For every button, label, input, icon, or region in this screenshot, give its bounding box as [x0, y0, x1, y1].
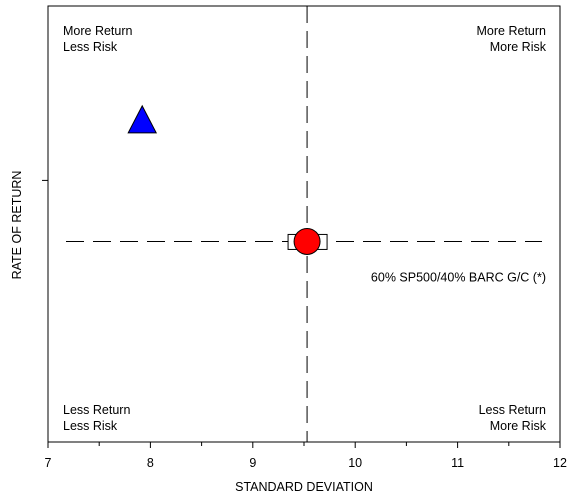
data-marks: 60% SP500/40% BARC G/C (*) [127, 104, 546, 284]
x-tick-label: 10 [348, 456, 362, 470]
x-axis-label: STANDARD DEVIATION [235, 480, 373, 494]
x-axis-ticks: 7 8 9 10 11 12 [45, 442, 567, 470]
x-tick-label: 11 [451, 456, 464, 470]
quadrant-top-left-line2: Less Risk [63, 40, 118, 54]
triangle-marker [127, 104, 158, 134]
series-label: 60% SP500/40% BARC G/C (*) [371, 270, 546, 284]
x-tick-label: 7 [45, 456, 52, 470]
reference-lines [66, 6, 542, 442]
quadrant-bottom-left-line1: Less Return [63, 403, 130, 417]
quadrant-bottom-right-line2: More Risk [490, 419, 547, 433]
y-axis-label: RATE OF RETURN [10, 171, 24, 280]
x-tick-label: 12 [553, 456, 567, 470]
quadrant-top-left-line1: More Return [63, 24, 133, 38]
x-tick-label: 9 [249, 456, 256, 470]
plot-frame [47, 5, 561, 443]
circle-marker [293, 227, 321, 255]
quadrant-bottom-right-line1: Less Return [479, 403, 546, 417]
quadrant-top-right-line2: More Risk [490, 40, 547, 54]
quadrant-top-right-line1: More Return [477, 24, 547, 38]
quadrant-bottom-left-line2: Less Risk [63, 419, 118, 433]
x-tick-label: 8 [147, 456, 154, 470]
